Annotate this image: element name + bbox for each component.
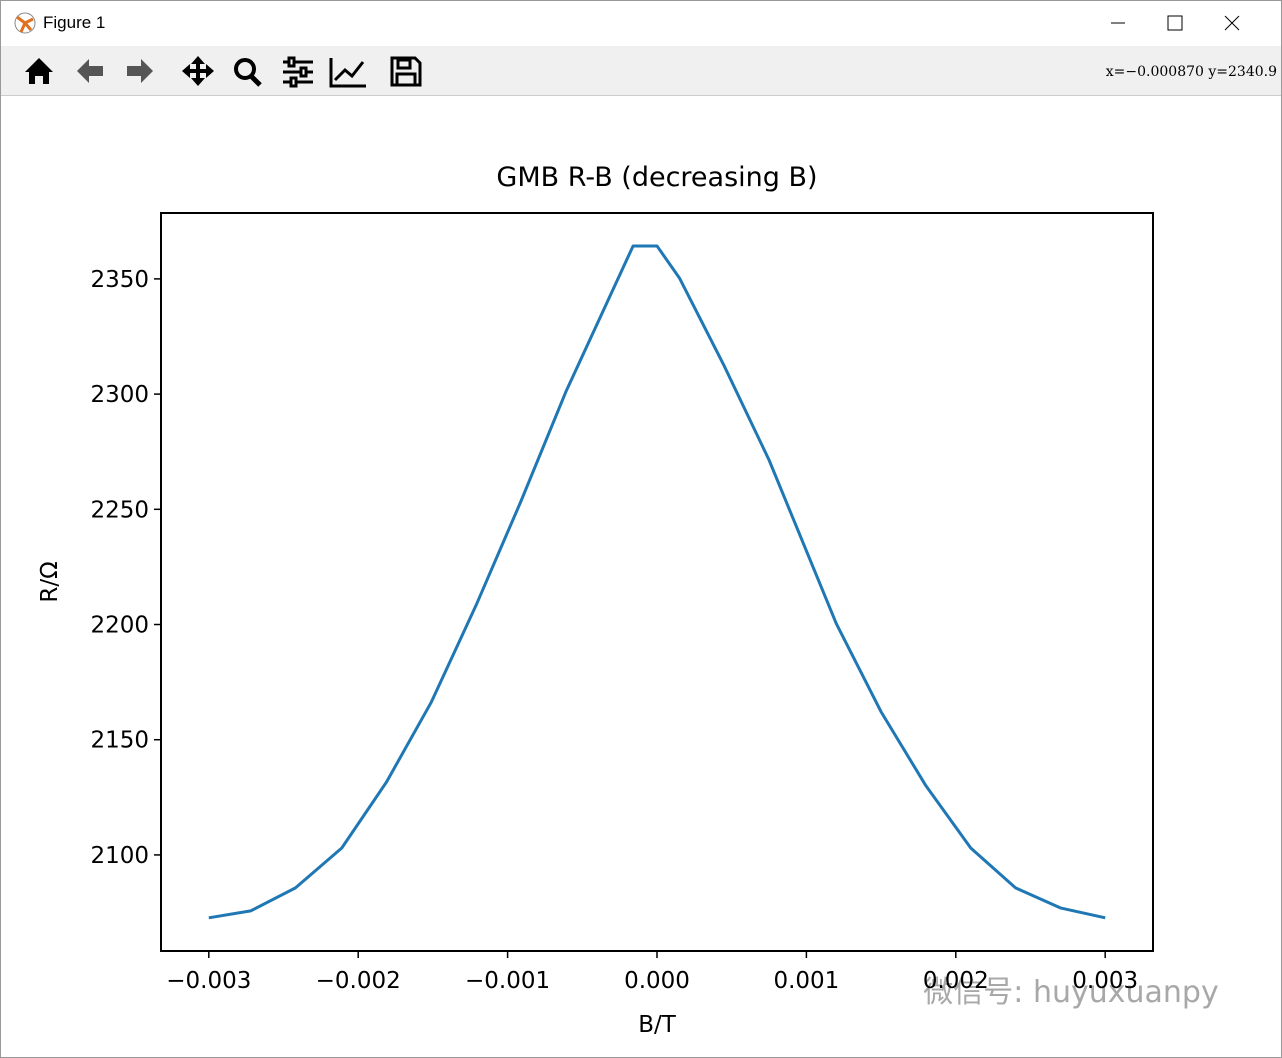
x-tick-label: 0.001 xyxy=(773,968,839,994)
window-title: Figure 1 xyxy=(43,13,106,32)
window-controls xyxy=(1111,15,1240,31)
toolbar-icons xyxy=(25,56,422,88)
y-tick-label: 2300 xyxy=(90,382,149,408)
watermark: 微信号: huyuxuanpy xyxy=(923,975,1218,1010)
data-line xyxy=(208,244,1106,920)
edit-axes-button[interactable] xyxy=(329,58,366,88)
x-tick-label: −0.002 xyxy=(316,968,401,994)
home-button[interactable] xyxy=(25,58,53,84)
cursor-coordinates: x=−0.000870 y=2340.9 xyxy=(1105,64,1277,80)
toolbar: x=−0.000870 y=2340.9 xyxy=(1,46,1281,96)
pan-button[interactable] xyxy=(182,56,214,86)
app-icon xyxy=(14,12,36,34)
x-tick-label: −0.003 xyxy=(166,968,251,994)
chart-title: GMB R-B (decreasing B) xyxy=(496,162,817,193)
title-bar: Figure 1 xyxy=(1,1,1281,46)
x-tick-label: −0.001 xyxy=(465,968,550,994)
y-tick-label: 2100 xyxy=(90,843,149,869)
back-button[interactable] xyxy=(77,59,103,83)
x-tick-label: 0.003 xyxy=(1072,968,1138,994)
y-tick-label: 2200 xyxy=(90,613,149,639)
x-tick-label: 0.000 xyxy=(624,968,690,994)
zoom-button[interactable] xyxy=(234,58,262,87)
axes-frame xyxy=(160,212,1154,952)
y-tick-label: 2350 xyxy=(90,267,149,293)
y-tick-label: 2250 xyxy=(90,497,149,523)
forward-button[interactable] xyxy=(127,59,153,83)
y-tick-label: 2150 xyxy=(90,728,149,754)
close[interactable] xyxy=(1224,15,1240,31)
configure-button[interactable] xyxy=(283,56,313,88)
x-axis-label: B/T xyxy=(638,1012,677,1038)
y-axis-label: R/Ω xyxy=(37,561,63,602)
save-button[interactable] xyxy=(390,56,422,87)
chart: 微信号: huyuxuanpy GMB R-B (decreasing B) B/… xyxy=(37,162,1219,1038)
x-tick-label: 0.002 xyxy=(923,968,989,994)
maximize[interactable] xyxy=(1167,15,1183,31)
